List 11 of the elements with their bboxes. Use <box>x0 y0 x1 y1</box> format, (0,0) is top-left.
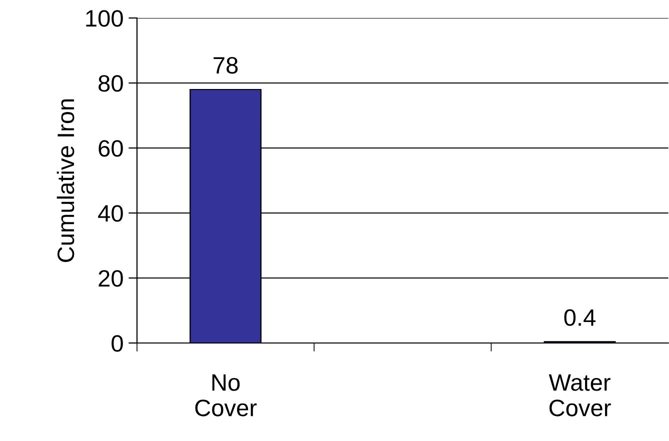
y-axis-title: Cumulative Iron <box>56 99 74 262</box>
y-tick-label: 80 <box>98 75 123 92</box>
y-tick-label: 60 <box>98 140 123 157</box>
y-tick-label: 0 <box>112 335 123 352</box>
data-label: 78 <box>214 57 238 74</box>
y-tick-label: 100 <box>86 10 123 27</box>
x-tick-label: No Cover <box>195 374 257 416</box>
x-tick-label: Water Cover <box>548 374 611 416</box>
y-tick-label: 40 <box>98 205 123 222</box>
y-tick-label: 20 <box>98 270 123 287</box>
data-label: 0.4 <box>564 309 596 326</box>
